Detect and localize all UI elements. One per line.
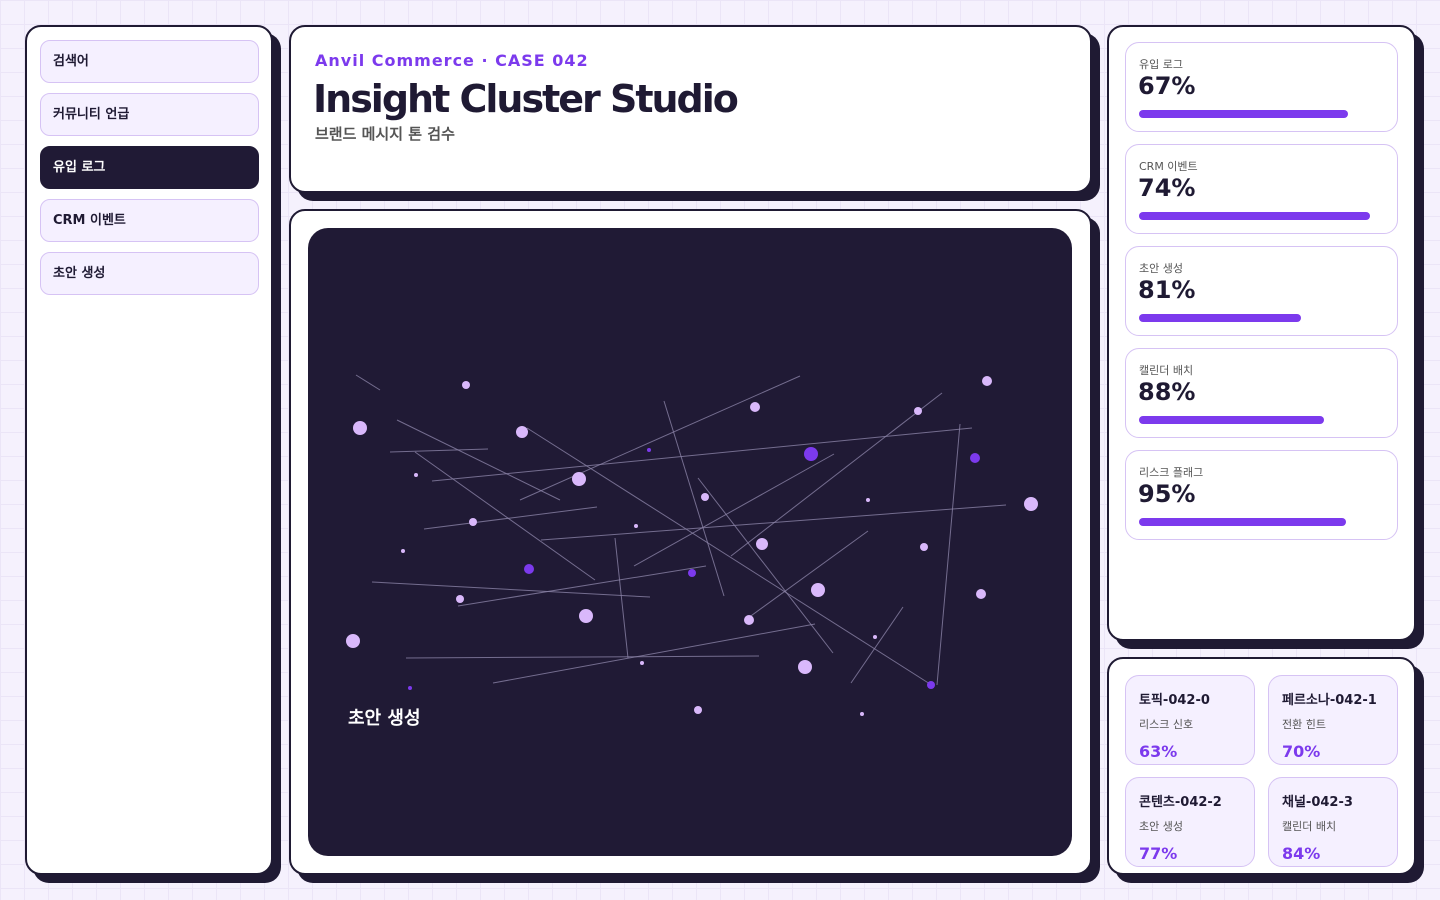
canvas-panel: 초안 생성 <box>289 209 1092 875</box>
metric-card: 캘린더 배치 88% <box>1125 348 1398 438</box>
metric-card: 초안 생성 81% <box>1125 246 1398 336</box>
metric-label: 유입 로그 <box>1139 58 1183 71</box>
canvas-label: 초안 생성 <box>348 708 421 729</box>
topic-card[interactable]: 토픽-042-0 리스크 신호 63% <box>1125 675 1255 765</box>
nodes <box>346 376 1038 716</box>
nav-item[interactable]: 초안 생성 <box>40 252 259 295</box>
card-value: 63% <box>1139 742 1178 761</box>
metric-value: 81% <box>1138 276 1196 304</box>
metric-value: 95% <box>1138 480 1196 508</box>
card-title: 채널-042-3 <box>1282 795 1353 810</box>
card-subtitle: 전환 힌트 <box>1282 718 1326 731</box>
metric-label: 초안 생성 <box>1139 262 1183 275</box>
nav-item[interactable]: 커뮤니티 언급 <box>40 93 259 136</box>
card-title: 페르소나-042-1 <box>1282 693 1377 708</box>
card-subtitle: 초안 생성 <box>1139 820 1183 833</box>
card-value: 77% <box>1139 844 1178 863</box>
metric-bar <box>1139 518 1346 526</box>
metric-label: 캘린더 배치 <box>1139 364 1194 377</box>
metric-label: CRM 이벤트 <box>1139 160 1198 173</box>
topic-card[interactable]: 채널-042-3 캘린더 배치 84% <box>1268 777 1398 867</box>
edges <box>355 374 1007 686</box>
card-value: 70% <box>1282 742 1321 761</box>
nav-item[interactable]: 유입 로그 <box>40 146 259 189</box>
metric-label: 리스크 플래그 <box>1139 466 1204 479</box>
title: Insight Cluster Studio <box>313 77 739 121</box>
cluster-graph: 초안 생성 <box>346 374 1038 729</box>
metrics-panel: 유입 로그 67% CRM 이벤트 74% 초안 생성 81% 캘린더 배치 88% 리… <box>1107 25 1416 641</box>
card-title: 콘텐츠-042-2 <box>1139 795 1222 810</box>
header: Anvil Commerce · CASE 042 Insight Cluste… <box>289 25 1092 193</box>
metric-bar <box>1139 212 1370 220</box>
cluster-canvas: 초안 생성 <box>308 228 1072 856</box>
metric-card: 리스크 플래그 95% <box>1125 450 1398 540</box>
eyebrow: Anvil Commerce · CASE 042 <box>315 51 589 70</box>
cards-panel: 토픽-042-0 리스크 신호 63% 페르소나-042-1 전환 힌트 70% 콘텐츠… <box>1107 657 1416 875</box>
card-value: 84% <box>1282 844 1321 863</box>
card-subtitle: 리스크 신호 <box>1139 718 1194 731</box>
metric-bar <box>1139 110 1348 118</box>
sidebar: 검색어 커뮤니티 언급 유입 로그 CRM 이벤트 초안 생성 <box>25 25 273 875</box>
metric-card: 유입 로그 67% <box>1125 42 1398 132</box>
metric-value: 88% <box>1138 378 1196 406</box>
nav-item[interactable]: CRM 이벤트 <box>40 199 259 242</box>
topic-card[interactable]: 콘텐츠-042-2 초안 생성 77% <box>1125 777 1255 867</box>
metric-card: CRM 이벤트 74% <box>1125 144 1398 234</box>
card-subtitle: 캘린더 배치 <box>1282 820 1337 833</box>
metric-bar <box>1139 314 1301 322</box>
topic-card[interactable]: 페르소나-042-1 전환 힌트 70% <box>1268 675 1398 765</box>
metric-bar <box>1139 416 1324 424</box>
nav-item[interactable]: 검색어 <box>40 40 259 83</box>
card-title: 토픽-042-0 <box>1139 693 1210 708</box>
metric-value: 67% <box>1138 72 1196 100</box>
subtitle: 브랜드 메시지 톤 검수 <box>315 125 455 143</box>
metric-value: 74% <box>1138 174 1196 202</box>
